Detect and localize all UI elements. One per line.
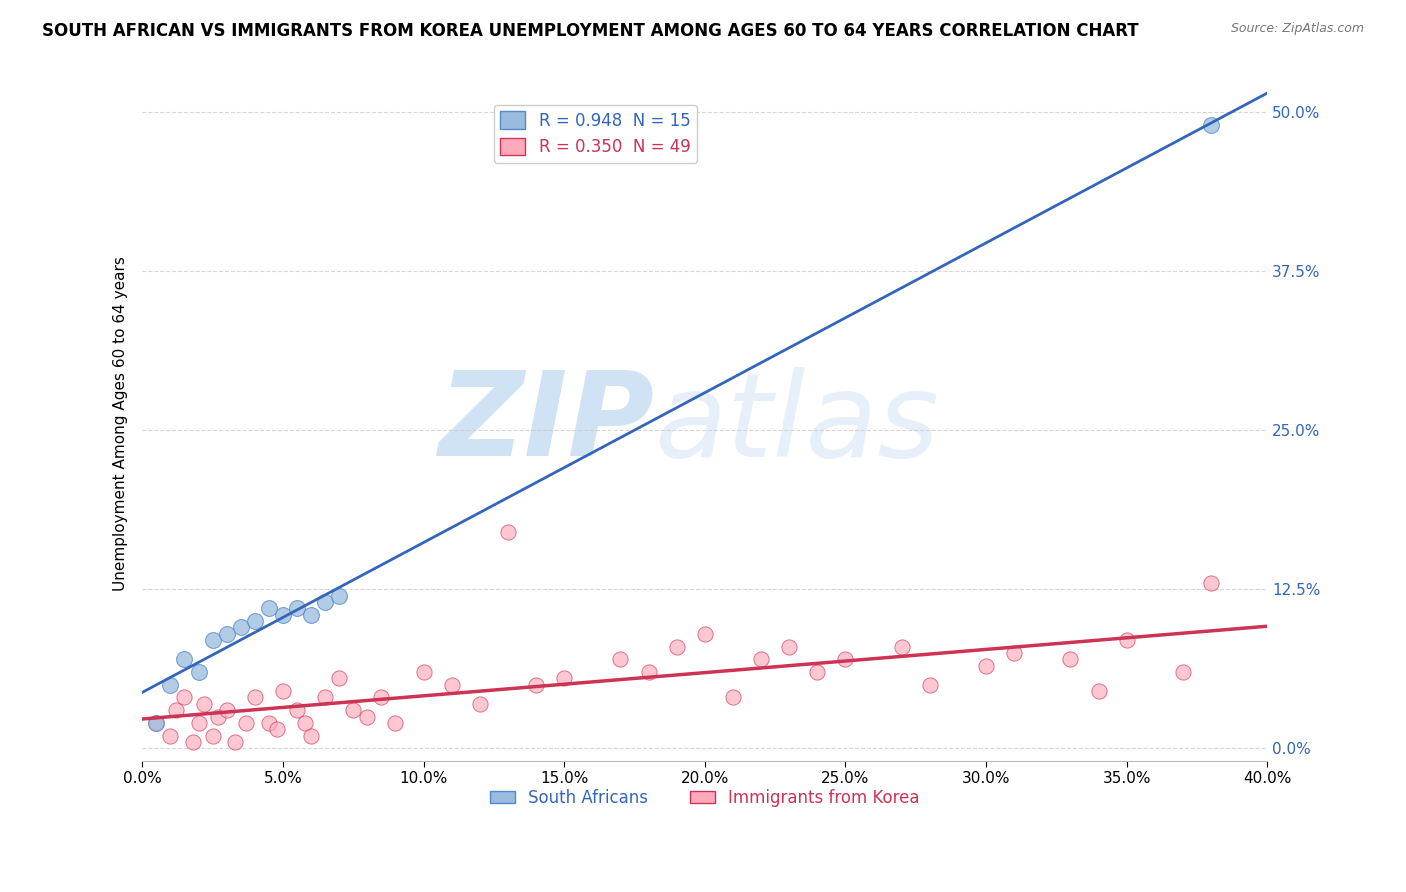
Point: [173, 652, 195, 666]
Y-axis label: Unemployment Among Ages 60 to 64 years: Unemployment Among Ages 60 to 64 years: [114, 256, 128, 591]
Point: [637, 665, 659, 679]
Point: [165, 703, 187, 717]
Point: [778, 640, 800, 654]
Point: [266, 723, 288, 737]
Point: [159, 729, 181, 743]
Point: [749, 652, 772, 666]
Point: [384, 715, 406, 730]
Point: [201, 633, 224, 648]
Point: [193, 697, 215, 711]
Point: [1002, 646, 1025, 660]
Point: [1171, 665, 1194, 679]
Point: [314, 595, 336, 609]
Point: [314, 690, 336, 705]
Point: [285, 703, 308, 717]
Point: [834, 652, 856, 666]
Point: [1115, 633, 1137, 648]
Point: [370, 690, 392, 705]
Text: atlas: atlas: [654, 367, 939, 481]
Point: [224, 735, 246, 749]
Point: [294, 715, 316, 730]
Point: [159, 678, 181, 692]
Point: [145, 715, 167, 730]
Point: [496, 524, 519, 539]
Point: [553, 671, 575, 685]
Point: [257, 715, 280, 730]
Point: [299, 607, 322, 622]
Point: [974, 658, 997, 673]
Point: [693, 627, 716, 641]
Text: Source: ZipAtlas.com: Source: ZipAtlas.com: [1230, 22, 1364, 36]
Point: [271, 607, 294, 622]
Point: [215, 627, 238, 641]
Point: [1199, 575, 1222, 590]
Point: [1059, 652, 1081, 666]
Point: [328, 589, 350, 603]
Point: [207, 709, 229, 723]
Point: [1087, 684, 1109, 698]
Point: [285, 601, 308, 615]
Point: [145, 715, 167, 730]
Point: [721, 690, 744, 705]
Point: [609, 652, 631, 666]
Point: [257, 601, 280, 615]
Point: [665, 640, 688, 654]
Point: [356, 709, 378, 723]
Point: [215, 703, 238, 717]
Point: [342, 703, 364, 717]
Point: [524, 678, 547, 692]
Point: [328, 671, 350, 685]
Point: [229, 620, 252, 634]
Point: [918, 678, 941, 692]
Point: [299, 729, 322, 743]
Point: [181, 735, 204, 749]
Point: [187, 665, 209, 679]
Point: [201, 729, 224, 743]
Point: [890, 640, 912, 654]
Point: [187, 715, 209, 730]
Point: [468, 697, 491, 711]
Point: [271, 684, 294, 698]
Point: [243, 690, 266, 705]
Legend: South Africans, Immigrants from Korea: South Africans, Immigrants from Korea: [484, 782, 927, 814]
Point: [806, 665, 828, 679]
Text: ZIP: ZIP: [439, 367, 654, 481]
Point: [1199, 118, 1222, 132]
Point: [243, 614, 266, 628]
Point: [412, 665, 434, 679]
Text: SOUTH AFRICAN VS IMMIGRANTS FROM KOREA UNEMPLOYMENT AMONG AGES 60 TO 64 YEARS CO: SOUTH AFRICAN VS IMMIGRANTS FROM KOREA U…: [42, 22, 1139, 40]
Point: [235, 715, 257, 730]
Point: [440, 678, 463, 692]
Point: [173, 690, 195, 705]
